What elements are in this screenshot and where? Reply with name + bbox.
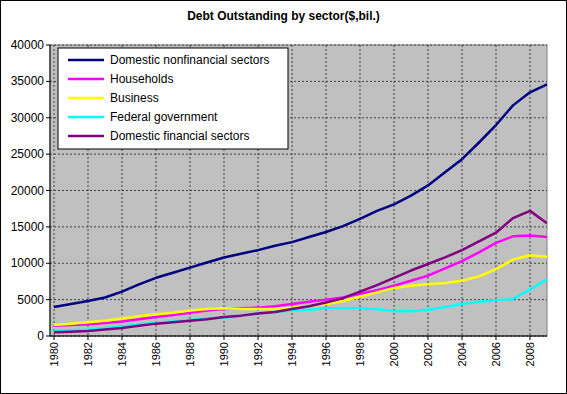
tick-mark bbox=[46, 336, 50, 337]
grid-line bbox=[326, 45, 327, 336]
tick-mark bbox=[122, 336, 123, 340]
series-line bbox=[54, 211, 547, 332]
grid-line bbox=[54, 45, 55, 336]
grid-line bbox=[50, 190, 547, 191]
tick-mark bbox=[224, 336, 225, 340]
legend-label: Domestic nonfinancial sectors bbox=[110, 53, 269, 67]
tick-label: 2004 bbox=[456, 342, 468, 366]
tick-mark bbox=[54, 336, 55, 340]
tick-mark bbox=[496, 336, 497, 340]
tick-label: 20000 bbox=[11, 184, 45, 198]
tick-label: 1980 bbox=[48, 342, 60, 366]
tick-label: 40000 bbox=[11, 38, 45, 52]
grid-line bbox=[50, 226, 547, 227]
y-axis bbox=[50, 45, 51, 336]
grid-line bbox=[50, 336, 547, 337]
grid-line bbox=[428, 45, 429, 336]
tick-label: 1982 bbox=[82, 342, 94, 366]
tick-label: 10000 bbox=[11, 256, 45, 270]
legend-label: Households bbox=[110, 72, 173, 86]
grid-line bbox=[50, 45, 547, 46]
tick-mark bbox=[462, 336, 463, 340]
tick-label: 1986 bbox=[150, 342, 162, 366]
tick-label: 1984 bbox=[116, 342, 128, 366]
legend-swatch bbox=[68, 97, 104, 100]
tick-mark bbox=[46, 81, 50, 82]
tick-mark bbox=[46, 299, 50, 300]
grid-line bbox=[50, 299, 547, 300]
grid-line bbox=[496, 45, 497, 336]
x-axis bbox=[50, 336, 547, 337]
tick-mark bbox=[292, 336, 293, 340]
title: Debt Outstanding by sector($,bil.) bbox=[187, 9, 380, 23]
tick-mark bbox=[190, 336, 191, 340]
tick-label: 1996 bbox=[320, 342, 332, 366]
tick-mark bbox=[46, 117, 50, 118]
series-line bbox=[54, 236, 547, 326]
tick-label: 35000 bbox=[11, 74, 45, 88]
tick-mark bbox=[46, 45, 50, 46]
tick-label: 2000 bbox=[388, 342, 400, 366]
series-line bbox=[54, 279, 547, 331]
grid-line bbox=[50, 154, 547, 155]
tick-mark bbox=[46, 226, 50, 227]
tick-mark bbox=[88, 336, 89, 340]
legend-swatch bbox=[68, 78, 104, 81]
tick-label: 1990 bbox=[218, 342, 230, 366]
tick-label: 30000 bbox=[11, 111, 45, 125]
tick-label: 1992 bbox=[252, 342, 264, 366]
series-line bbox=[54, 84, 547, 307]
grid-line bbox=[462, 45, 463, 336]
tick-label: 2006 bbox=[490, 342, 502, 366]
series-group bbox=[54, 84, 547, 332]
grid-line bbox=[50, 263, 547, 264]
legend bbox=[58, 48, 288, 149]
legend-swatch bbox=[68, 116, 104, 119]
tick-mark bbox=[46, 154, 50, 155]
tick-mark bbox=[258, 336, 259, 340]
tick-mark bbox=[326, 336, 327, 340]
tick-mark bbox=[156, 336, 157, 340]
grid-line bbox=[530, 45, 531, 336]
plot-area bbox=[50, 45, 547, 336]
grid-line bbox=[394, 45, 395, 336]
tick-mark bbox=[428, 336, 429, 340]
tick-label: 1994 bbox=[286, 342, 298, 366]
tick-label: 1998 bbox=[354, 342, 366, 366]
legend-label: Business bbox=[110, 91, 159, 105]
tick-mark bbox=[530, 336, 531, 340]
tick-mark bbox=[46, 263, 50, 264]
tick-mark bbox=[46, 190, 50, 191]
tick-label: 2008 bbox=[524, 342, 536, 366]
tick-label: 5000 bbox=[17, 293, 44, 307]
tick-label: 15000 bbox=[11, 220, 45, 234]
tick-label: 0 bbox=[37, 329, 44, 343]
tick-mark bbox=[360, 336, 361, 340]
legend-label: Federal government bbox=[110, 110, 218, 124]
legend-swatch bbox=[68, 135, 104, 138]
legend-label: Domestic financial sectors bbox=[110, 129, 249, 143]
tick-label: 1988 bbox=[184, 342, 196, 366]
tick-label: 25000 bbox=[11, 147, 45, 161]
legend-swatch bbox=[68, 59, 104, 62]
chart: Debt Outstanding by sector($,bil.) 0 5000 1… bbox=[0, 0, 567, 394]
series-line bbox=[54, 255, 547, 325]
tick-mark bbox=[394, 336, 395, 340]
chart-border bbox=[1, 1, 567, 394]
tick-label: 2002 bbox=[422, 342, 434, 366]
grid-line bbox=[292, 45, 293, 336]
